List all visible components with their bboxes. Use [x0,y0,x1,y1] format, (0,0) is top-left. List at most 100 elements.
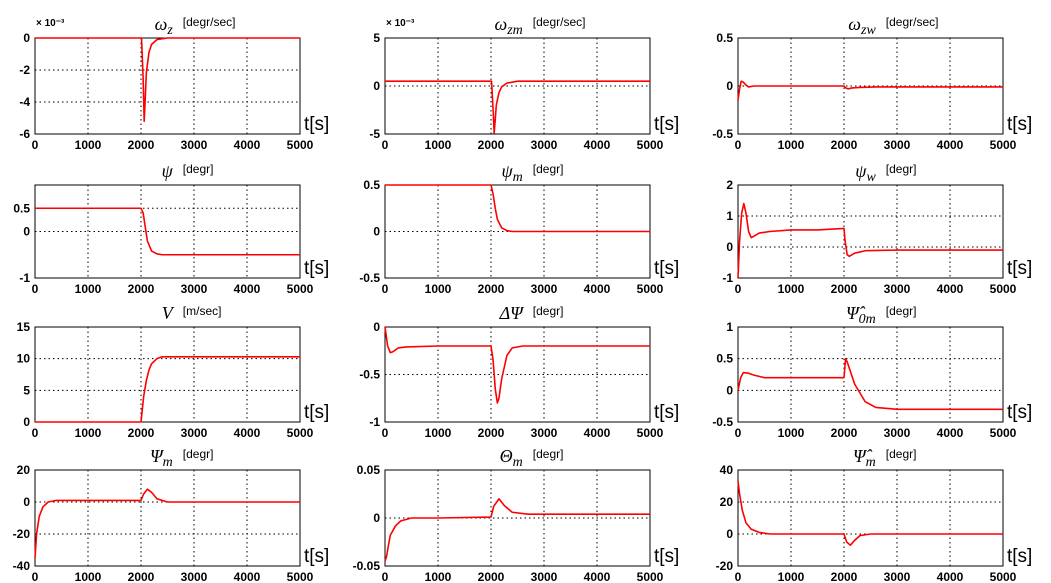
x-tick-label: 4000 [584,570,611,583]
x-tick-label: 1000 [778,282,805,296]
y-tick-label: 15 [17,320,31,334]
x-tick-label: 3000 [181,282,208,296]
x-tick-label: 5000 [287,282,314,296]
x-axis-unit: t[s] [1007,114,1032,135]
x-tick-label: 2000 [831,138,858,152]
y-tick-label: 20 [720,495,734,509]
subplot-title: ωzw [848,14,876,38]
x-tick-label: 0 [32,570,39,583]
subplot-title: ΔΨ [499,303,526,323]
x-tick-label: 1000 [75,426,102,440]
series-line [34,488,300,559]
x-tick-label: 4000 [234,282,261,296]
series-line [385,184,650,233]
subplot-title: ψ [162,161,174,181]
x-tick-label: 0 [382,138,389,152]
plot-area [737,184,1004,279]
x-tick-label: 1000 [75,138,102,152]
y-tick-label: 1 [726,320,733,334]
plot-area [34,469,301,567]
y-tick-label: -20 [13,527,31,541]
x-tick-label: 5000 [287,426,314,440]
x-tick-label: 0 [382,426,389,440]
y-tick-label: 2 [726,178,733,192]
x-tick-label: 4000 [937,138,964,152]
x-tick-label: 3000 [531,282,558,296]
x-tick-label: 4000 [937,570,964,583]
y-tick-label: 0 [23,225,30,239]
y-tick-label: 0.5 [716,352,733,366]
x-tick-label: 4000 [937,426,964,440]
subplot-unit: [degr/sec] [886,15,939,29]
y-tick-label: 40 [720,463,734,477]
x-tick-label: 5000 [990,570,1017,583]
x-tick-label: 5000 [990,426,1017,440]
y-tick-label: 0 [373,320,380,334]
x-tick-label: 1000 [425,570,452,583]
y-tick-label: 20 [17,463,31,477]
x-tick-label: 4000 [234,570,261,583]
x-tick-label: 4000 [234,426,261,440]
x-tick-label: 2000 [478,570,505,583]
subplot-unit: [degr] [183,447,214,461]
x-tick-label: 0 [32,282,39,296]
subplot-1: 0 1000 2000 3000 4000 5000 0 -2 -4 -6 ωz [degr/sec]… [19,14,329,152]
x-tick-label: 3000 [884,426,911,440]
series-line [35,207,300,256]
x-tick-label: 0 [382,570,389,583]
y-tick-label: 0.5 [716,31,733,45]
y-tick-label: -1 [19,271,30,285]
subplot-unit: [degr] [533,447,564,461]
y-tick-label: 0.5 [363,178,380,192]
y-tick-label: 10 [17,352,31,366]
x-axis-unit: t[s] [1007,258,1032,279]
y-tick-label: 1 [726,209,733,223]
y-tick-label: 0 [373,511,380,525]
x-tick-label: 3000 [181,570,208,583]
y-tick-label: 0 [23,31,30,45]
subplot-unit: [m/sec] [183,304,222,318]
x-tick-label: 2000 [128,138,155,152]
subplot-title: ωz [155,14,174,38]
x-tick-label: 2000 [128,570,155,583]
y-tick-label: 0 [726,79,733,93]
y-tick-label: -2 [19,63,30,77]
x-axis-unit: t[s] [1007,402,1032,423]
subplot-title: ψm [501,161,522,185]
x-tick-label: 3000 [181,426,208,440]
y-tick-label: -6 [19,127,30,141]
x-tick-label: 0 [382,282,389,296]
subplot-unit: [degr/sec] [533,15,586,29]
x-tick-label: 0 [735,570,742,583]
series-line [384,498,650,562]
x-tick-label: 3000 [531,570,558,583]
x-tick-label: 0 [32,426,39,440]
x-tick-label: 0 [735,282,742,296]
x-tick-label: 0 [735,138,742,152]
series-line [737,80,1003,101]
subplot-11: 0 1000 2000 3000 4000 50000.050-0.05Θm[degr]t… [353,446,680,583]
x-tick-label: 5000 [990,282,1017,296]
y-tick-label: -0.5 [359,271,380,285]
subplot-title: Θm [500,446,523,470]
subplot-title: Ψ̂0m [846,303,876,327]
series-line [385,80,650,134]
subplot-title: ωzm [495,14,523,38]
series-line [35,355,300,423]
x-tick-label: 1000 [75,282,102,296]
subplot-title: ψw [855,161,876,185]
y-tick-label: 0 [23,495,30,509]
subplot-unit: [degr] [533,162,564,176]
x-tick-label: 5000 [637,426,664,440]
x-tick-label: 1000 [425,282,452,296]
x-tick-label: 3000 [531,138,558,152]
x-tick-label: 4000 [584,282,611,296]
y-tick-label: -0.05 [353,559,381,573]
y-tick-label: -40 [13,559,31,573]
x-tick-label: 2000 [831,282,858,296]
x-axis-unit: t[s] [304,402,329,423]
y-tick-label: -0.5 [712,127,733,141]
y-tick-label: 0 [726,527,733,541]
subplot-title: V [162,303,175,323]
